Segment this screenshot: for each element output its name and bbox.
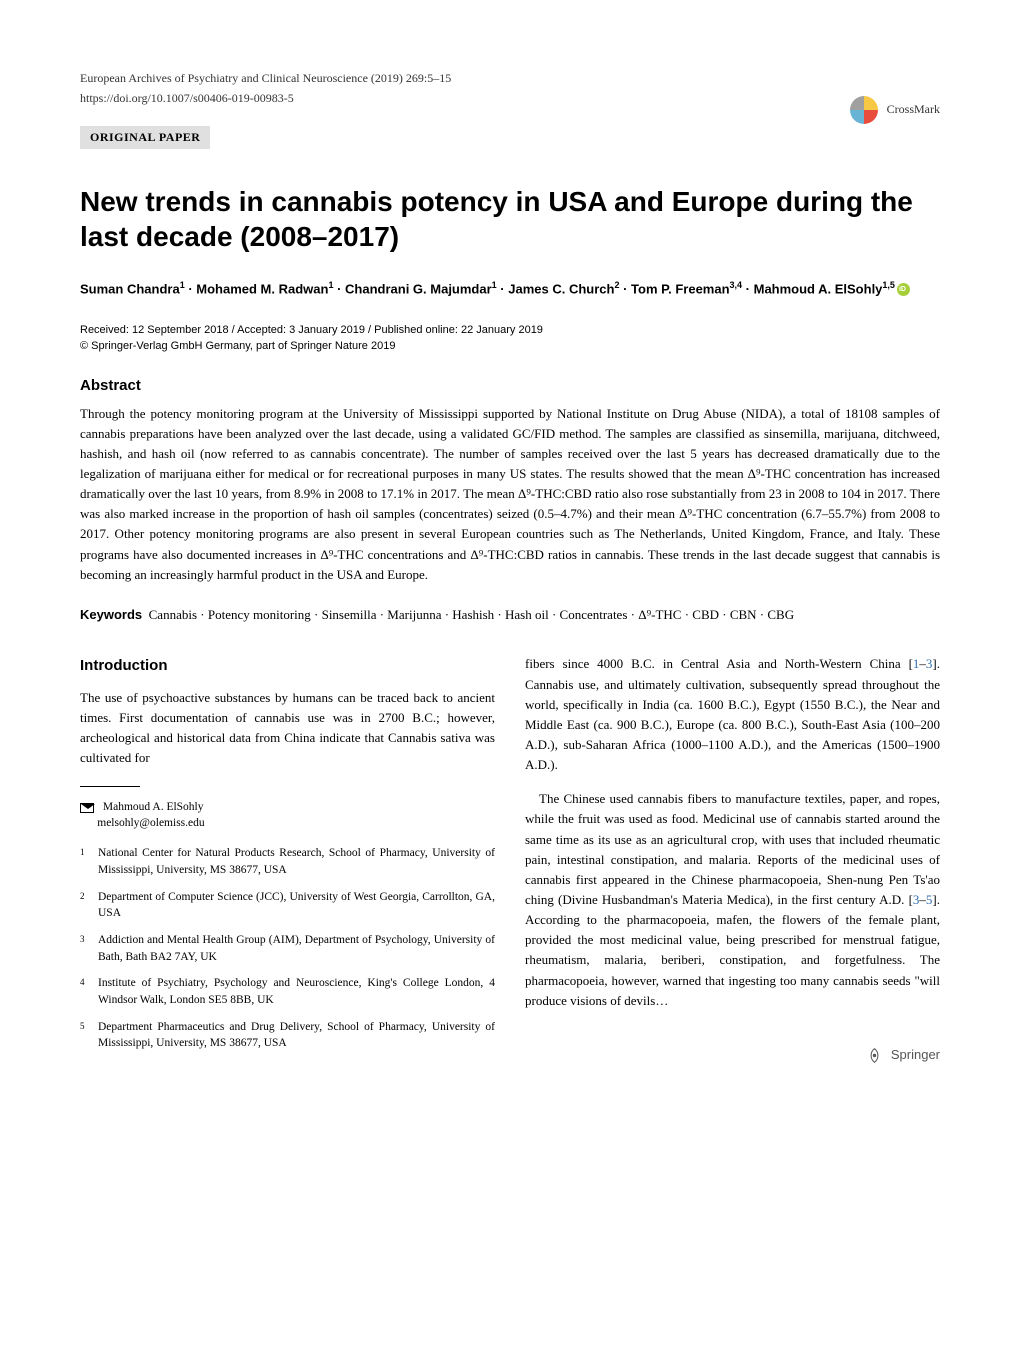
- abstract-text: Through the potency monitoring program a…: [80, 404, 940, 585]
- publisher-name: Springer: [891, 1047, 940, 1062]
- abstract-heading: Abstract: [80, 377, 940, 394]
- affiliation-number: 2: [80, 889, 98, 922]
- affiliation-sup: 1,5: [882, 280, 895, 290]
- crossmark-widget[interactable]: CrossMark: [850, 96, 940, 124]
- affiliation-text: National Center for Natural Products Res…: [98, 845, 495, 878]
- affiliation-number: 1: [80, 845, 98, 878]
- mail-icon: [80, 803, 94, 813]
- crossmark-label: CrossMark: [887, 102, 940, 116]
- author: Suman Chandra: [80, 281, 180, 296]
- affiliation-sup: 3,4: [730, 280, 743, 290]
- text-run: fibers since 4000 B.C. in Central Asia a…: [525, 656, 913, 671]
- affiliation-item: 5 Department Pharmaceutics and Drug Deli…: [80, 1019, 495, 1052]
- affiliations-list: 1 National Center for Natural Products R…: [80, 845, 495, 1052]
- paper-type-badge: ORIGINAL PAPER: [80, 126, 210, 149]
- keywords-text: Cannabis · Potency monitoring · Sinsemil…: [149, 607, 794, 622]
- intro-paragraph-1-cont: fibers since 4000 B.C. in Central Asia a…: [525, 654, 940, 775]
- affiliation-number: 5: [80, 1019, 98, 1052]
- affiliation-text: Institute of Psychiatry, Psychology and …: [98, 975, 495, 1008]
- corresponding-author: Mahmoud A. ElSohly melsohly@olemiss.edu: [80, 799, 495, 831]
- journal-info: European Archives of Psychiatry and Clin…: [80, 70, 940, 87]
- author: James C. Church: [508, 281, 614, 296]
- left-column: Introduction The use of psychoactive sub…: [80, 654, 495, 1065]
- corresponding-email[interactable]: melsohly@olemiss.edu: [97, 817, 204, 829]
- publisher-logo: Springer: [866, 1045, 940, 1065]
- affiliation-item: 2 Department of Computer Science (JCC), …: [80, 889, 495, 922]
- keywords-block: Keywords Cannabis · Potency monitoring ·…: [80, 605, 940, 625]
- paper-title: New trends in cannabis potency in USA an…: [80, 184, 940, 254]
- right-column: fibers since 4000 B.C. in Central Asia a…: [525, 654, 940, 1065]
- affiliation-number: 3: [80, 932, 98, 965]
- affiliation-item: 3 Addiction and Mental Health Group (AIM…: [80, 932, 495, 965]
- crossmark-icon: [850, 96, 878, 124]
- affiliation-sup: 2: [614, 280, 619, 290]
- springer-icon: [866, 1047, 883, 1064]
- author: Chandrani G. Majumdar: [345, 281, 492, 296]
- affiliation-sup: 1: [180, 280, 185, 290]
- orcid-icon[interactable]: [897, 283, 910, 296]
- authors-line: Suman Chandra1 · Mohamed M. Radwan1 · Ch…: [80, 279, 940, 299]
- text-run: ]. Cannabis use, and ultimately cultivat…: [525, 656, 940, 772]
- publication-dates: Received: 12 September 2018 / Accepted: …: [80, 324, 940, 336]
- text-run: ]. According to the pharmacopoeia, mafen…: [525, 892, 940, 1008]
- intro-paragraph-1: The use of psychoactive substances by hu…: [80, 688, 495, 769]
- affiliation-sup: 1: [328, 280, 333, 290]
- corresponding-name: Mahmoud A. ElSohly: [103, 801, 204, 813]
- affiliation-item: 1 National Center for Natural Products R…: [80, 845, 495, 878]
- footnote-divider: [80, 786, 140, 787]
- affiliation-text: Department Pharmaceutics and Drug Delive…: [98, 1019, 495, 1052]
- author: Tom P. Freeman: [631, 281, 730, 296]
- author: Mohamed M. Radwan: [196, 281, 328, 296]
- affiliation-text: Department of Computer Science (JCC), Un…: [98, 889, 495, 922]
- copyright-line: © Springer-Verlag GmbH Germany, part of …: [80, 340, 940, 352]
- keywords-label: Keywords: [80, 607, 142, 622]
- intro-paragraph-2: The Chinese used cannabis fibers to manu…: [525, 789, 940, 1011]
- text-run: The Chinese used cannabis fibers to manu…: [525, 791, 940, 907]
- doi-link[interactable]: https://doi.org/10.1007/s00406-019-00983…: [80, 91, 940, 106]
- introduction-heading: Introduction: [80, 654, 495, 677]
- affiliation-text: Addiction and Mental Health Group (AIM),…: [98, 932, 495, 965]
- affiliation-item: 4 Institute of Psychiatry, Psychology an…: [80, 975, 495, 1008]
- affiliation-sup: 1: [492, 280, 497, 290]
- author: Mahmoud A. ElSohly: [754, 281, 883, 296]
- affiliation-number: 4: [80, 975, 98, 1008]
